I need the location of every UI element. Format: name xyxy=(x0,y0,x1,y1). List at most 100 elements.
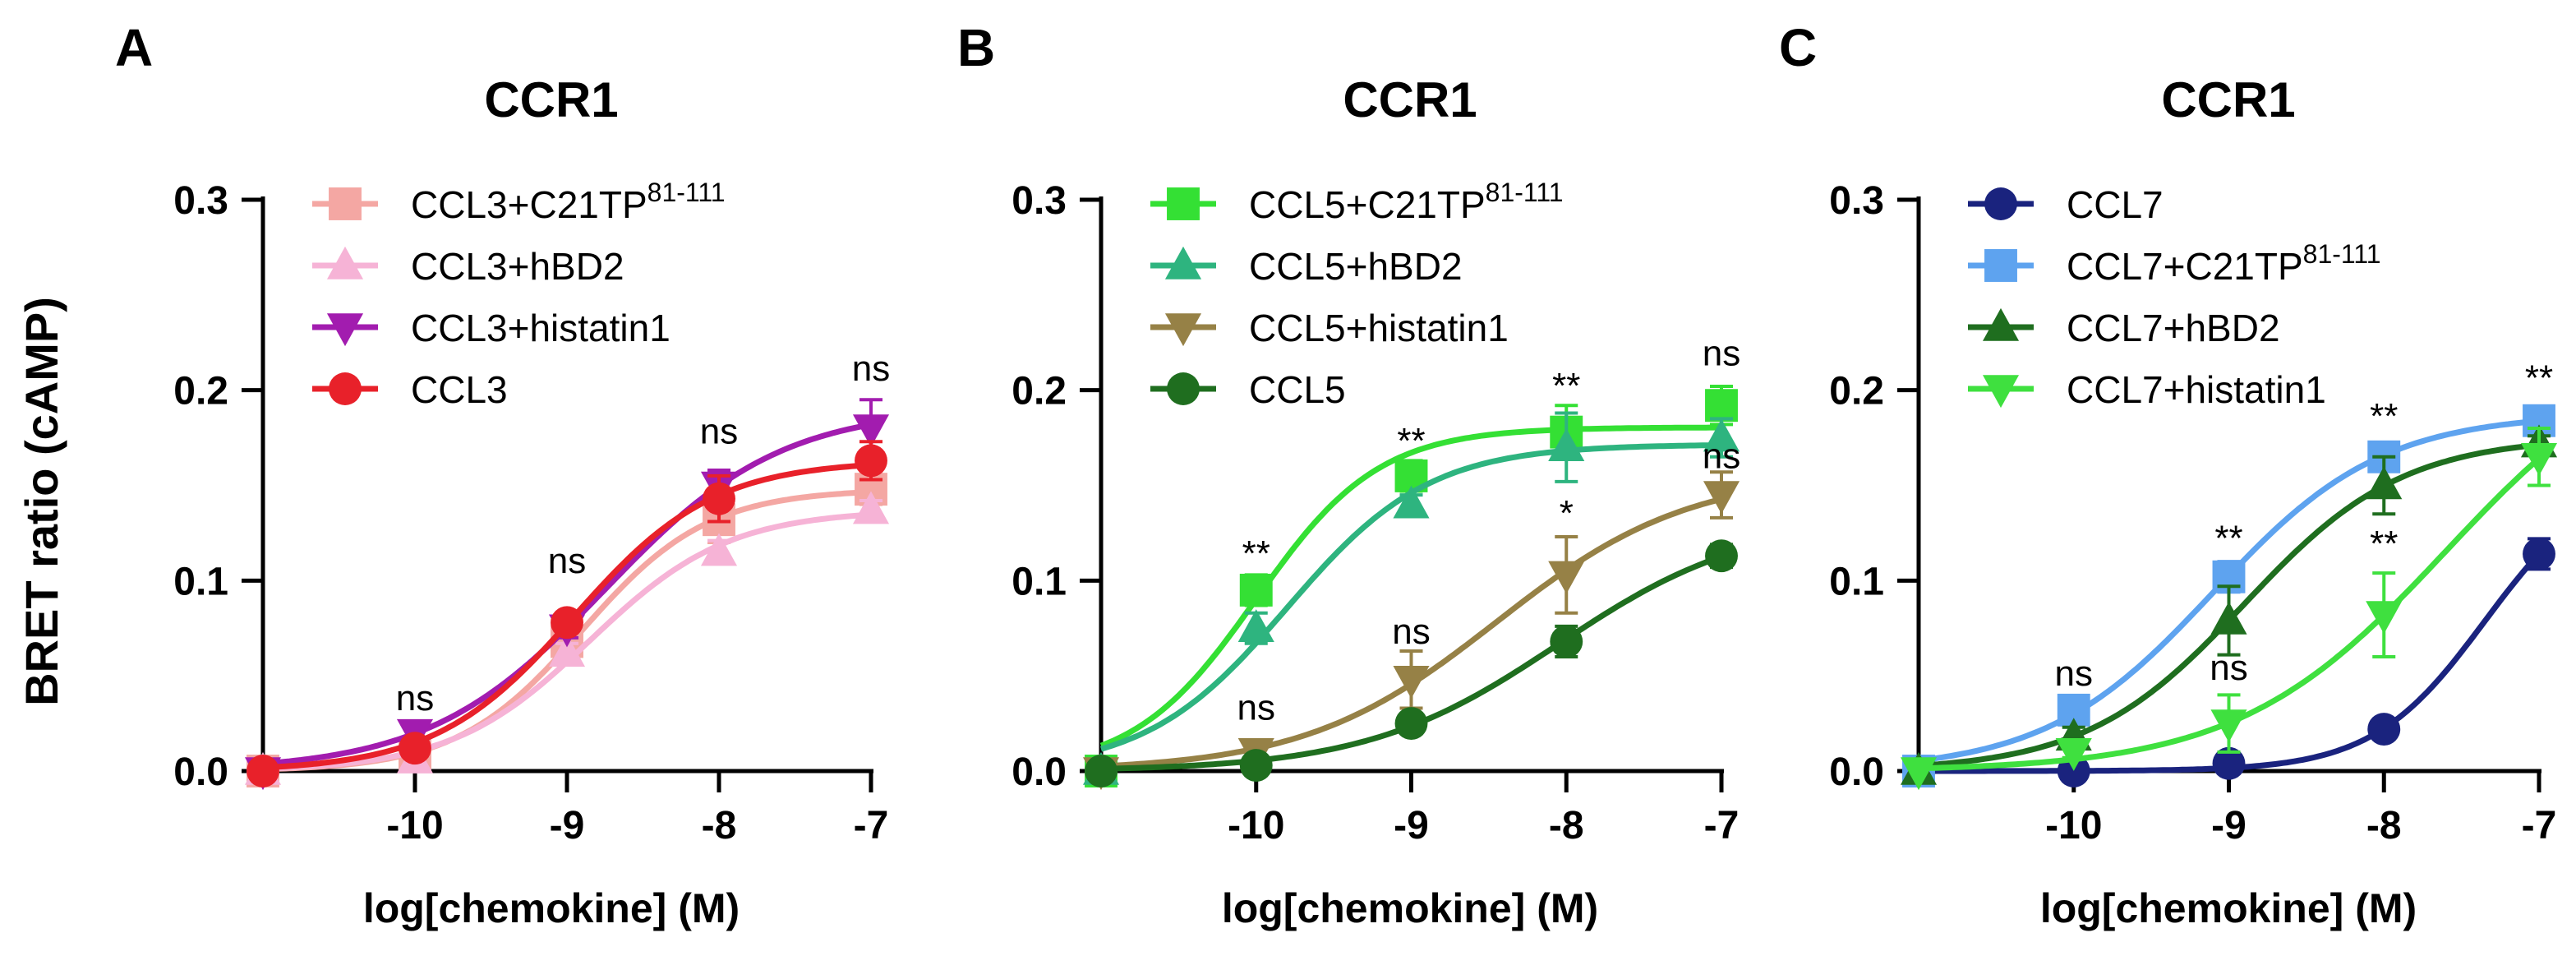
legend: CCL3+C21TP81-111 CCL3+hBD2 CCL3+histatin1 C… xyxy=(312,178,726,411)
significance-label: ns xyxy=(1392,612,1430,652)
legend-label: CCL5+C21TP81-111 xyxy=(1249,178,1564,226)
legend-label: CCL7+hBD2 xyxy=(2067,307,2280,349)
marker-circle xyxy=(2367,713,2401,746)
y-tick-label: 0.1 xyxy=(173,560,228,603)
series xyxy=(1085,539,1738,787)
panel-c: C CCR1 log[chemokine] (M) 0.0 0.1 0.2 0.3 -1… xyxy=(1779,18,2558,931)
x-tick-label: -10 xyxy=(386,804,443,847)
legend-label: CCL7+C21TP81-111 xyxy=(2067,239,2381,288)
marker-triangle-up xyxy=(1548,428,1585,461)
marker-triangle-down xyxy=(2520,442,2558,476)
panel-label: B xyxy=(957,18,995,77)
marker-triangle-up xyxy=(1164,246,1202,279)
marker-triangle-up xyxy=(1982,307,2020,341)
chart-title: CCR1 xyxy=(1343,72,1477,127)
x-tick-label: -8 xyxy=(2366,804,2402,847)
chart-title: CCR1 xyxy=(2161,72,2295,127)
x-tick-label: -8 xyxy=(702,804,737,847)
panel-label: A xyxy=(115,18,153,77)
x-tick-label: -9 xyxy=(2211,804,2247,847)
marker-square xyxy=(1705,389,1738,423)
panel-label: C xyxy=(1779,18,1817,77)
marker-triangle-up xyxy=(700,533,738,566)
marker-circle xyxy=(1550,625,1583,658)
significance-label: ns xyxy=(700,412,738,452)
series xyxy=(1082,470,1740,791)
y-tick-label: 0.0 xyxy=(1829,750,1884,794)
marker-triangle-down xyxy=(1548,561,1585,594)
marker-circle xyxy=(855,444,887,478)
y-tick-label: 0.2 xyxy=(1012,370,1067,413)
marker-triangle-down xyxy=(2366,601,2403,635)
marker-triangle-up xyxy=(2366,466,2403,500)
y-tick-label: 0.1 xyxy=(1012,560,1067,603)
marker-triangle-down xyxy=(2210,709,2247,743)
panel-a: A CCR1 log[chemokine] (M) 0.0 0.1 0.2 0.3 -1… xyxy=(115,18,890,931)
legend: CCL7 CCL7+C21TP81-111 CCL7+hBD2 CCL7+histat… xyxy=(1968,183,2381,411)
y-tick-label: 0.0 xyxy=(173,750,228,794)
significance-label: ** xyxy=(2525,358,2553,399)
marker-circle xyxy=(551,606,583,640)
series xyxy=(244,398,890,791)
marker-square xyxy=(329,187,362,220)
x-tick-label: -9 xyxy=(550,804,585,847)
marker-square xyxy=(1167,187,1200,220)
y-axis-label: BRET ratio (cAMP) xyxy=(16,297,67,706)
marker-triangle-down xyxy=(1703,481,1740,515)
marker-circle xyxy=(399,732,431,765)
marker-triangle-down xyxy=(2055,738,2092,771)
x-axis-label: log[chemokine] (M) xyxy=(363,885,740,931)
legend-label: CCL5+histatin1 xyxy=(1249,307,1509,349)
legend-label: CCL3+C21TP81-111 xyxy=(411,178,726,226)
series xyxy=(1900,427,2558,791)
significance-label: ns xyxy=(1703,334,1740,374)
legend-label: CCL3+hBD2 xyxy=(411,245,624,288)
marker-triangle-down xyxy=(1393,666,1430,699)
significance-label: ** xyxy=(2370,396,2398,436)
legend-label: CCL3+histatin1 xyxy=(411,307,670,349)
y-tick-label: 0.3 xyxy=(1012,179,1067,223)
marker-circle xyxy=(1705,539,1738,573)
x-axis-label: log[chemokine] (M) xyxy=(2040,885,2417,931)
marker-triangle-up xyxy=(1393,485,1430,519)
significance-label: ** xyxy=(1552,366,1580,406)
y-tick-label: 0.0 xyxy=(1012,750,1067,794)
plot-area: 0.00.10.20.3-10 -9 -8 -7ns**ns*****nsnsCCL5… xyxy=(1012,178,1740,847)
x-tick-label: -8 xyxy=(1549,804,1584,847)
significance-label: ns xyxy=(2055,653,2093,694)
marker-circle xyxy=(1167,372,1200,405)
plot-area: 0.00.10.20.3-10 -9 -8 -7ns ns** ******CCL7CCL… xyxy=(1829,179,2558,847)
x-axis-label: log[chemokine] (M) xyxy=(1222,885,1598,931)
marker-triangle-up xyxy=(548,634,586,667)
significance-label: ** xyxy=(2214,518,2242,558)
x-tick-label: -10 xyxy=(1228,804,1284,847)
marker-triangle-down xyxy=(326,313,364,347)
marker-circle xyxy=(247,755,279,787)
marker-circle xyxy=(703,482,735,515)
x-tick-label: -7 xyxy=(854,804,889,847)
marker-triangle-up xyxy=(1237,609,1274,643)
marker-circle xyxy=(1394,707,1428,741)
marker-square xyxy=(1239,573,1273,607)
significance-label: ns xyxy=(852,349,890,389)
legend: CCL5+C21TP81-111 CCL5+hBD2 CCL5+histatin1 C… xyxy=(1150,178,1564,411)
marker-circle xyxy=(1085,755,1117,787)
y-tick-label: 0.2 xyxy=(173,370,228,413)
x-tick-label: -9 xyxy=(1394,804,1429,847)
legend-label: CCL7+histatin1 xyxy=(2067,368,2326,411)
marker-circle xyxy=(1239,749,1273,782)
y-tick-label: 0.1 xyxy=(1829,560,1884,603)
significance-label: ** xyxy=(1397,421,1425,461)
marker-triangle-up xyxy=(852,491,890,524)
legend-label: CCL5 xyxy=(1249,368,1346,411)
significance-label: ns xyxy=(396,678,434,718)
marker-square xyxy=(1984,249,2017,282)
marker-triangle-down xyxy=(852,414,890,448)
marker-circle xyxy=(329,372,362,405)
legend-label: CCL5+hBD2 xyxy=(1249,245,1463,288)
marker-triangle-up xyxy=(1703,418,1740,452)
x-tick-label: -10 xyxy=(2045,804,2102,847)
significance-label: ** xyxy=(2370,524,2398,564)
marker-triangle-down xyxy=(1164,313,1202,347)
